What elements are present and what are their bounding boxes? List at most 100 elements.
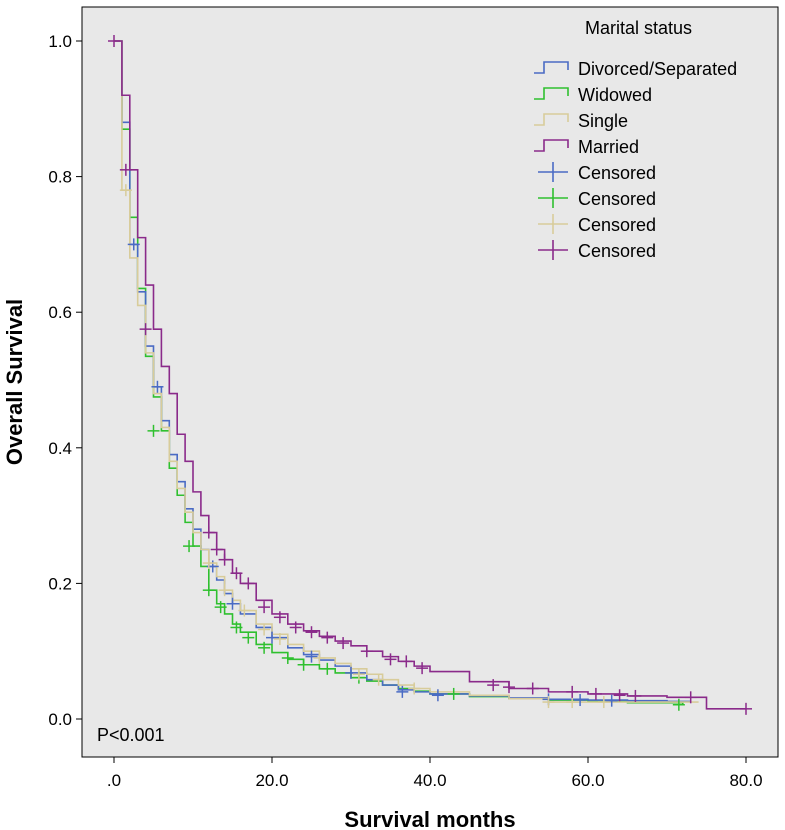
censor-mark: [202, 526, 215, 539]
x-tick-label: 80.0: [729, 771, 762, 790]
censor-mark: [605, 694, 618, 707]
censor-mark: [313, 651, 326, 664]
censor-mark: [119, 163, 132, 176]
p-value-annotation: P<0.001: [97, 725, 165, 745]
censor-marks: [108, 35, 752, 715]
legend-entry: Single: [534, 111, 628, 131]
censor-mark: [372, 673, 385, 686]
censor-mark: [202, 584, 215, 597]
legend-entry: Censored: [538, 240, 656, 261]
censor-mark: [238, 604, 251, 617]
legend-line-swatch: [534, 61, 569, 74]
y-tick-label: 0.0: [48, 710, 72, 729]
censor-mark: [226, 597, 239, 610]
censor-mark: [321, 662, 334, 675]
censor-mark: [526, 682, 539, 695]
legend-entry: Widowed: [534, 85, 652, 105]
legend: Marital status Divorced/Separated Widowed…: [534, 18, 737, 261]
censor-mark: [230, 567, 243, 580]
censor-mark: [202, 557, 215, 570]
x-tick-label: 40.0: [413, 771, 446, 790]
legend-label: Single: [578, 111, 628, 131]
censor-mark: [258, 623, 271, 636]
legend-entry: Censored: [538, 162, 656, 183]
x-tick-label: 20.0: [255, 771, 288, 790]
censor-mark: [273, 632, 286, 645]
legend-label: Married: [578, 137, 639, 157]
y-tick-label: 0.2: [48, 574, 72, 593]
censor-mark: [147, 424, 160, 437]
censor-mark: [431, 689, 444, 702]
censor-mark: [345, 666, 357, 679]
y-tick-label: 0.6: [48, 303, 72, 322]
censor-mark: [416, 662, 429, 675]
censor-mark: [183, 540, 196, 553]
censor-mark: [396, 685, 409, 698]
censor-mark: [273, 611, 286, 624]
censor-mark: [266, 631, 278, 644]
legend-label: Widowed: [578, 85, 652, 105]
censor-mark: [242, 577, 255, 590]
censor-mark: [258, 641, 271, 654]
censor-mark: [139, 323, 152, 336]
legend-label: Censored: [578, 189, 656, 209]
censor-mark: [613, 689, 626, 702]
legend-label: Divorced/Separated: [578, 59, 737, 79]
censor-mark: [297, 658, 310, 671]
x-axis-title: Survival months: [344, 807, 515, 830]
legend-line-swatch: [534, 87, 569, 100]
censor-mark: [384, 653, 397, 666]
legend-label: Censored: [578, 241, 656, 261]
censor-mark: [218, 553, 231, 566]
legend-label: Censored: [578, 163, 656, 183]
censor-mark: [305, 626, 318, 639]
x-tick-label: 60.0: [571, 771, 604, 790]
censor-mark: [574, 694, 587, 707]
censor-mark: [210, 543, 223, 556]
censor-mark: [566, 696, 579, 709]
censor-mark: [487, 679, 500, 692]
series-line-single: [114, 40, 699, 703]
censor-mark: [218, 584, 231, 597]
censor-mark: [684, 691, 697, 704]
censor-mark: [305, 650, 318, 663]
y-tick-label: 0.8: [48, 168, 72, 187]
censor-mark: [127, 238, 140, 251]
censor-mark: [230, 621, 243, 634]
censor-mark: [242, 631, 255, 644]
censor-mark: [542, 696, 555, 709]
plot-background: [81, 6, 779, 758]
censor-mark: [258, 601, 271, 614]
censor-mark: [352, 668, 365, 681]
censor-mark: [400, 655, 413, 668]
legend-entry: Divorced/Separated: [534, 59, 737, 79]
x-tick-label: .0: [107, 771, 121, 790]
censor-mark: [321, 631, 334, 644]
y-axis-title: Overall Survival: [2, 299, 27, 465]
legend-title: Marital status: [585, 18, 692, 38]
censor-mark: [629, 689, 642, 702]
censor-mark: [108, 35, 120, 47]
y-tick-label: 1.0: [48, 32, 72, 51]
legend-entry: Married: [534, 137, 639, 157]
censor-mark: [408, 682, 421, 695]
legend-entry: Censored: [538, 214, 656, 235]
censor-mark: [214, 601, 227, 614]
legend-line-swatch: [534, 113, 569, 126]
legend-entry: Censored: [538, 188, 656, 209]
censor-mark: [447, 687, 460, 700]
censor-mark: [672, 698, 685, 711]
legend-label: Censored: [578, 215, 656, 235]
legend-line-swatch: [534, 139, 569, 152]
censor-mark: [337, 637, 350, 650]
censor-mark: [740, 702, 752, 715]
censor-mark: [503, 681, 515, 694]
axes: 0.0 0.2 0.4 0.6 0.8 1.0 .0 20.0 40.0 60.0 80.0: [48, 32, 762, 790]
censor-mark: [566, 685, 579, 698]
censor-mark: [281, 651, 294, 664]
censor-mark: [589, 687, 602, 700]
y-tick-label: 0.4: [48, 439, 72, 458]
censor-mark: [119, 184, 132, 197]
censor-mark: [151, 380, 164, 393]
